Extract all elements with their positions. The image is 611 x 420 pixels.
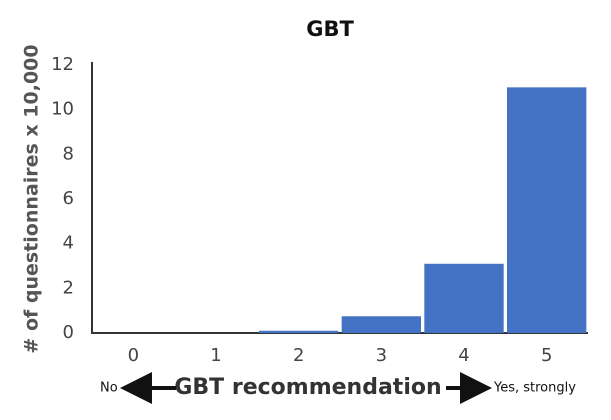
x-tick-label: 2 [293, 345, 304, 366]
y-tick-label: 10 [51, 99, 74, 120]
annotation: No [100, 381, 118, 396]
y-tick-label: 8 [63, 143, 74, 164]
x-tick-label: 3 [376, 345, 387, 366]
bar [341, 316, 422, 333]
bar [424, 263, 504, 333]
x-tick-label: 4 [458, 345, 469, 366]
y-tick-label: 6 [63, 188, 74, 209]
x-axis-label: GBT recommendation [174, 375, 441, 400]
y-tick-label: 2 [63, 277, 74, 298]
bar [258, 330, 339, 333]
y-tick-label: 4 [63, 233, 74, 254]
bar [506, 87, 587, 333]
annotation: Yes, strongly [493, 381, 576, 396]
y-axis-label: # of questionnaires x 10,000 [21, 44, 43, 353]
x-tick-label: 0 [128, 345, 139, 366]
x-tick-label: 1 [210, 345, 221, 366]
x-tick-label: 5 [541, 345, 552, 366]
chart-title: GBT [306, 17, 354, 41]
y-tick-label: 12 [51, 54, 74, 75]
y-tick-label: 0 [63, 322, 74, 343]
